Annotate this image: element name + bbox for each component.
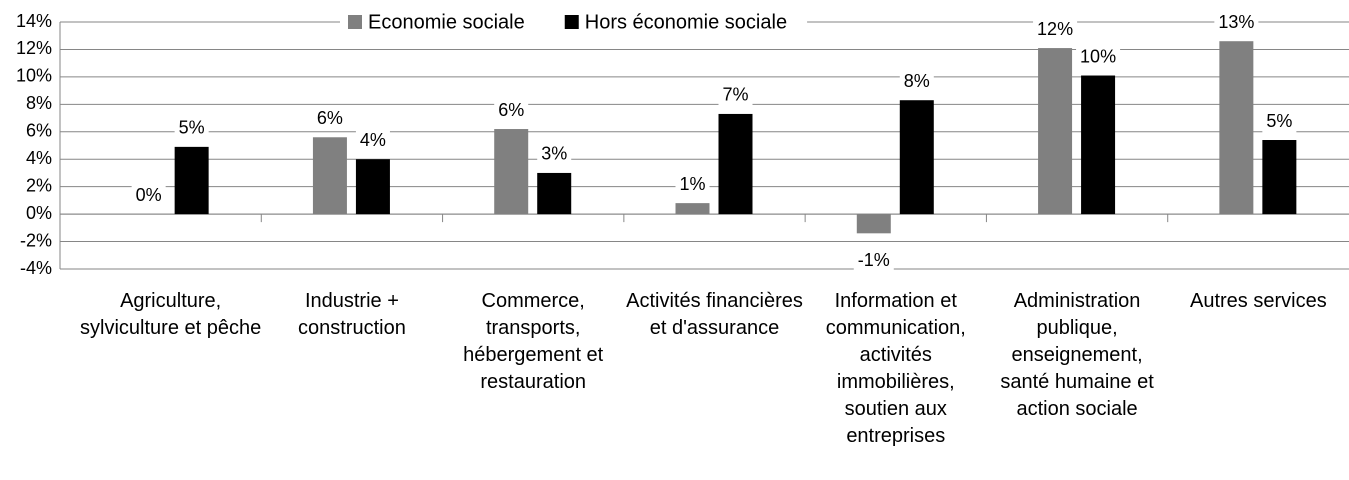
data-label-bg <box>1076 44 1121 69</box>
y-tick-label: 14% <box>16 11 52 31</box>
data-label-bg <box>537 141 572 166</box>
data-label-bg <box>494 97 529 122</box>
data-label: 10% <box>1080 46 1116 66</box>
bar <box>494 129 529 215</box>
y-tick-label: 0% <box>26 203 52 223</box>
data-label: 0% <box>136 185 162 205</box>
y-tick-label: 8% <box>26 93 52 113</box>
data-label-bg <box>718 82 753 107</box>
x-tick-label: Administration publique, enseignement, s… <box>1000 290 1154 420</box>
x-tick-label: Commerce, transports, hébergement et res… <box>463 290 604 393</box>
data-label-bg <box>131 182 166 207</box>
data-label: 5% <box>179 118 205 138</box>
data-label: 13% <box>1218 12 1254 32</box>
bar <box>675 203 710 215</box>
data-label-bg <box>174 115 209 140</box>
bar <box>1038 48 1073 215</box>
bar <box>174 146 209 215</box>
data-label: 4% <box>360 130 386 150</box>
data-label: 5% <box>1266 111 1292 131</box>
bar <box>856 214 891 234</box>
y-tick-label: -2% <box>20 230 52 250</box>
data-label: 6% <box>317 108 343 128</box>
bar <box>537 172 572 215</box>
y-tick-label: 10% <box>16 66 52 86</box>
data-label: 1% <box>679 174 705 194</box>
bar <box>1262 140 1297 215</box>
y-tick-label: -4% <box>20 258 52 278</box>
data-label-bg <box>899 68 934 93</box>
y-tick-label: 2% <box>26 175 52 195</box>
data-label: 7% <box>722 85 748 105</box>
data-label-bg <box>1214 9 1259 34</box>
legend-label: Economie sociale <box>368 11 525 33</box>
data-label-bg <box>675 171 710 196</box>
x-tick-label: Industrie + construction <box>298 290 406 339</box>
data-label-bg <box>853 248 894 273</box>
x-tick-label: Agriculture, sylviculture et pêche <box>80 290 262 339</box>
x-tick-label: Activités financières et d'assurance <box>626 290 803 339</box>
data-label: 12% <box>1037 19 1073 39</box>
legend-label: Hors économie sociale <box>585 11 787 33</box>
data-label: 8% <box>904 71 930 91</box>
data-label: 3% <box>541 144 567 164</box>
data-label-bg <box>312 106 347 131</box>
data-label-bg <box>1262 108 1297 133</box>
legend-swatch <box>348 15 362 29</box>
bar <box>1081 75 1116 215</box>
data-label-bg <box>355 127 390 152</box>
bar <box>312 137 347 215</box>
y-tick-label: 12% <box>16 38 52 58</box>
data-label: -1% <box>858 250 890 270</box>
bar <box>899 100 934 215</box>
data-label-bg <box>1033 16 1078 41</box>
x-tick-label: Autres services <box>1189 290 1327 312</box>
x-tick-label: Information et communication, activités … <box>825 290 966 447</box>
bar <box>355 159 390 215</box>
legend-swatch <box>564 15 579 29</box>
bar <box>718 113 753 215</box>
bar <box>1219 41 1254 215</box>
y-tick-label: 6% <box>26 121 52 141</box>
data-label: 6% <box>498 100 524 120</box>
y-tick-label: 4% <box>26 148 52 168</box>
